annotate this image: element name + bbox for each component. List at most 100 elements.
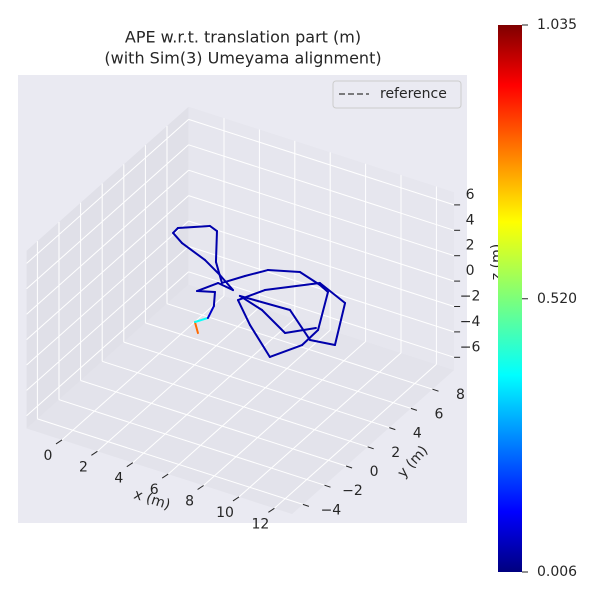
trajectory-segment (212, 290, 216, 308)
tick-mark (432, 388, 439, 392)
grid-line (274, 363, 437, 509)
tick-mark (410, 407, 418, 411)
trajectory-segment (193, 321, 199, 335)
trajectory-segment (266, 269, 301, 273)
grid-line (58, 399, 325, 486)
grid-line (203, 341, 366, 486)
tick-mark (55, 439, 63, 445)
trajectory-segment (208, 224, 218, 233)
colorbar-tick-label: 0.006 (537, 564, 577, 580)
trajectory-segment (172, 231, 184, 245)
trajectory-segment (333, 302, 347, 346)
tick-mark (197, 485, 204, 490)
grid-line (26, 195, 189, 340)
trajectory-segment (236, 299, 251, 326)
y-tick-label: −4 (321, 502, 342, 518)
x-tick-label: 4 (114, 471, 123, 487)
trajectory-segment (195, 282, 220, 293)
tick-mark (345, 465, 353, 469)
grid-line (80, 380, 347, 467)
trajectory-segment (260, 308, 287, 334)
grid-line (97, 306, 260, 452)
trajectory-segment (301, 329, 320, 347)
trajectory-segment (284, 327, 317, 334)
y-tick-label: 6 (434, 406, 443, 422)
trajectory-segment (248, 323, 271, 358)
legend-label: reference (380, 86, 447, 102)
trajectory-segment (318, 283, 330, 294)
y-tick-label: 4 (413, 426, 422, 442)
grid-line (26, 119, 189, 264)
trajectory-segment (220, 275, 246, 284)
trajectory-segment (203, 258, 221, 276)
trajectory-segment (238, 294, 263, 311)
grid-line (145, 322, 412, 409)
legend: reference (332, 80, 462, 109)
x-tick-label: 8 (185, 494, 194, 510)
grid-line (188, 144, 455, 231)
trajectory-segment (193, 316, 209, 324)
z-tick-label: 4 (466, 212, 475, 228)
grid-line (26, 220, 189, 366)
trajectory-segment (217, 282, 235, 292)
z-tick-label: −2 (460, 289, 481, 305)
tick-mark (161, 473, 169, 479)
grid-line (188, 169, 455, 257)
z-tick-label: 2 (466, 238, 475, 254)
x-tick-label: 6 (150, 482, 159, 498)
x-tick-label: 2 (79, 459, 88, 475)
colorbar-tick-label: 1.035 (537, 17, 577, 33)
grid-line (188, 195, 455, 282)
grid-line (26, 271, 189, 417)
trajectory-segment (176, 224, 211, 230)
x-tick-label: 0 (44, 448, 53, 464)
grid-line (132, 318, 296, 464)
x-tick-label: 10 (216, 505, 234, 521)
tick-mark (232, 496, 240, 502)
tick-mark (367, 446, 374, 450)
grid-line (188, 118, 455, 206)
trajectory-segment (243, 269, 269, 278)
grid-line (61, 295, 225, 441)
colorbar-axis: 0.006 0.520 1.035 (522, 17, 577, 580)
tick-mark (302, 503, 310, 507)
y-tick-label: 8 (456, 387, 465, 403)
trajectory-segment (214, 230, 218, 263)
grid-line (123, 341, 390, 429)
x-tick-label: 12 (251, 516, 269, 532)
grid-line (102, 360, 368, 448)
trajectory-segment (181, 242, 206, 261)
tick-mark (268, 507, 275, 513)
z-tick-label: 6 (466, 187, 475, 203)
tick-mark (389, 427, 396, 431)
trajectory-segment (288, 308, 311, 341)
trajectory-segment (172, 227, 179, 234)
chart-title: APE w.r.t. translation part (m) (125, 28, 361, 47)
y-tick-label: −2 (342, 483, 363, 499)
trajectory-segment (206, 305, 215, 319)
y-tick-label: 2 (391, 445, 400, 461)
tick-mark (126, 462, 134, 468)
trajectory-segment (238, 294, 291, 311)
grid-line (238, 352, 402, 498)
trajectory-segment (268, 344, 304, 358)
chart-subtitle: (with Sim(3) Umeyama alignment) (104, 49, 381, 68)
trajectory-segment (263, 281, 321, 292)
grid-line (26, 246, 189, 391)
grid-line (188, 220, 455, 307)
z-tick-label: 0 (466, 263, 475, 279)
trajectory-segment (195, 290, 216, 293)
grid-line (26, 144, 189, 290)
trajectory-segment (308, 338, 336, 346)
colorbar-tick-label: 0.520 (537, 291, 577, 307)
tick-mark (324, 484, 331, 488)
pane-floor (26, 284, 455, 514)
grid-line (188, 245, 455, 333)
grid-line (37, 418, 304, 505)
grid-line (167, 329, 331, 475)
trajectory-segment (214, 260, 223, 284)
tick-mark (91, 450, 98, 456)
